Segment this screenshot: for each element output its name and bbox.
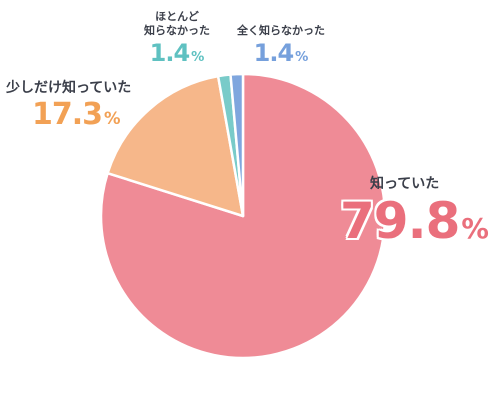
label-slice-2: ほとんど 知らなかった 1.4% bbox=[132, 10, 222, 65]
slice-value-2-unit: % bbox=[191, 50, 205, 65]
pie-slice-3 bbox=[229, 72, 245, 218]
slice-label-3: 全く知らなかった bbox=[237, 24, 325, 37]
slice-value-3: 1.4% bbox=[254, 41, 309, 65]
slice-value-3-unit: % bbox=[295, 50, 309, 65]
label-slice-1: 少しだけ知っていた 17.3% bbox=[6, 80, 131, 130]
label-slice-3: 全く知らなかった 1.4% bbox=[228, 24, 334, 65]
slice-value-0-unit: % bbox=[461, 213, 489, 245]
label-slice-0: 知っていた 79.8% bbox=[340, 176, 489, 246]
slice-value-1-number: 17.3 bbox=[32, 97, 103, 132]
slice-value-0: 79.8% bbox=[340, 196, 489, 246]
slice-label-2-line2: 知らなかった bbox=[144, 24, 210, 37]
slice-value-0-number: 79.8 bbox=[340, 192, 460, 250]
slice-label-2: ほとんど 知らなかった bbox=[132, 10, 222, 38]
slice-value-2: 1.4% bbox=[150, 41, 205, 65]
slice-value-1-unit: % bbox=[104, 109, 121, 128]
slice-label-1: 少しだけ知っていた bbox=[6, 80, 132, 96]
slice-value-1: 17.3% bbox=[32, 100, 121, 130]
slice-label-2-line1: ほとんど bbox=[155, 10, 199, 23]
slice-value-2-number: 1.4 bbox=[149, 39, 191, 67]
pie-slice-1 bbox=[106, 74, 245, 218]
slice-label-0: 知っていた bbox=[370, 176, 440, 192]
slice-value-3-number: 1.4 bbox=[253, 39, 295, 67]
